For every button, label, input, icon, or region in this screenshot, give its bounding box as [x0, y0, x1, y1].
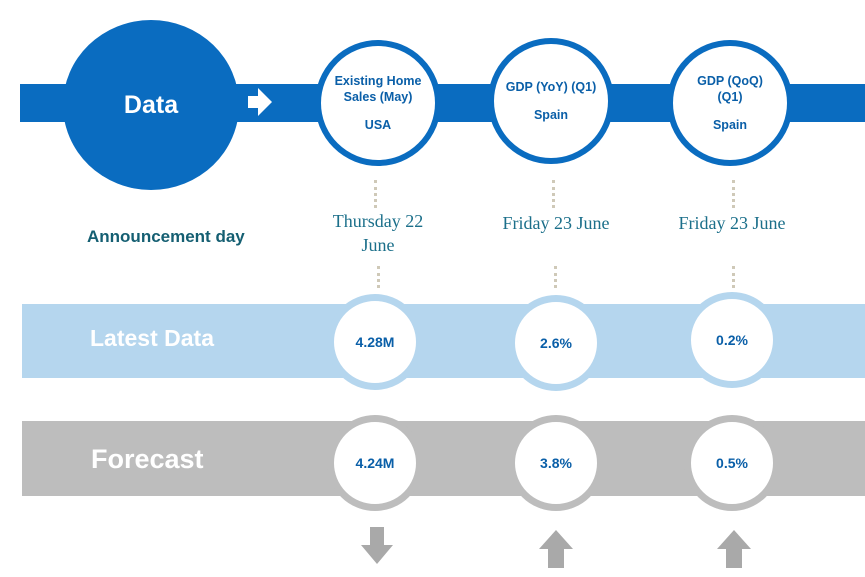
announcement-day-label: Announcement day [87, 227, 245, 246]
forecast-value: 4.24M [355, 455, 395, 471]
forecast-value: 3.8% [540, 455, 572, 471]
connector-line [554, 266, 557, 288]
data-title: Data [123, 90, 179, 119]
connector-line [732, 266, 735, 288]
indicator-country: Spain [533, 108, 569, 122]
latest-value-circle: 4.28M [327, 294, 423, 390]
forecast-value: 0.5% [716, 455, 748, 471]
data-circle: Data [63, 20, 239, 190]
connector-line [732, 180, 735, 208]
announcement-date: Thursday 22 June [332, 211, 424, 255]
latest-value-circle: 2.6% [508, 295, 604, 391]
indicator-name: GDP (YoY) (Q1) [505, 79, 597, 94]
arrow-right-icon [248, 88, 272, 116]
latest-value: 0.2% [716, 332, 748, 348]
arrow-up-icon [717, 530, 751, 568]
indicator-name: GDP (QoQ) (Q1) [697, 73, 763, 104]
latest-value: 2.6% [540, 335, 572, 351]
announcement-date: Friday 23 June [502, 213, 610, 233]
latest-value: 4.28M [355, 334, 395, 350]
indicator-circle-existing-home-sales: Existing Home Sales (May) USA [315, 40, 441, 166]
forecast-title: Forecast [91, 444, 204, 474]
latest-value-circle: 0.2% [684, 292, 780, 388]
forecast-value-circle: 4.24M [327, 415, 423, 511]
forecast-value-circle: 3.8% [508, 415, 604, 511]
announcement-date: Friday 23 June [678, 213, 786, 233]
connector-line [374, 180, 377, 208]
indicator-country: Spain [712, 118, 748, 133]
latest-data-title: Latest Data [90, 325, 214, 351]
indicator-circle-gdp-qoq: GDP (QoQ) (Q1) Spain [667, 40, 793, 166]
forecast-value-circle: 0.5% [684, 415, 780, 511]
arrow-up-icon [539, 530, 573, 568]
arrow-down-icon [361, 527, 393, 564]
connector-line [552, 180, 555, 208]
connector-line [377, 266, 380, 288]
indicator-circle-gdp-yoy: GDP (YoY) (Q1) Spain [488, 38, 614, 164]
indicator-country: USA [364, 118, 392, 133]
indicator-name: Existing Home Sales (May) [334, 73, 422, 104]
